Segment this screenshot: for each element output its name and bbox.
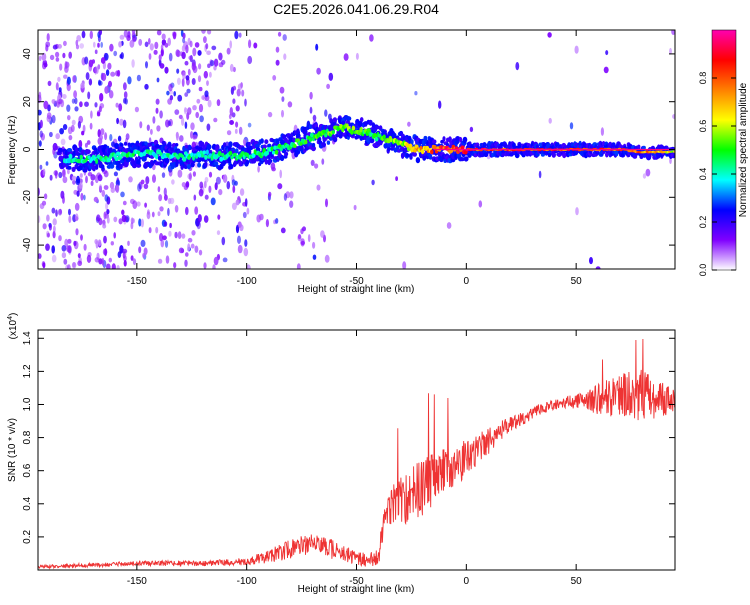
spectrogram-y-tick-label: -40	[22, 237, 33, 252]
snr-line-layer	[38, 338, 675, 570]
spectrogram-y-tick-label: -20	[22, 190, 33, 205]
spectrogram-x-label: Height of straight line (km)	[298, 284, 415, 295]
snr-frame	[37, 329, 676, 571]
snr-y-tick-label: 0.8	[22, 430, 33, 444]
snr-x-tick-label: 50	[571, 576, 583, 587]
spectrogram-ridge	[56, 115, 675, 173]
spectrogram-x-tick-label: -50	[349, 276, 364, 287]
snr-multiplier-base: (x10	[8, 319, 19, 339]
snr-y-tick-label: 1.4	[22, 331, 33, 345]
colorbar-tick-label: 0.8	[698, 72, 708, 85]
spectrogram-x-tick-label: -150	[127, 276, 147, 287]
snr-y-tick-label: 0.2	[22, 530, 33, 544]
snr-y-tick-label: 1.2	[22, 364, 33, 378]
spectrogram-x-tick-label: -100	[237, 276, 257, 287]
snr-y-tick-label: 0.6	[22, 463, 33, 477]
snr-multiplier: (x104)	[7, 313, 19, 340]
spectrogram-x-tick-label: 50	[571, 276, 583, 287]
figure-title: C2E5.2026.041.06.29.R04	[273, 1, 439, 17]
colorbar-label: Normalized spectral amplitude	[738, 82, 749, 217]
colorbar-ticks: 0.0 0.2 0.4 0.6 0.8	[698, 72, 736, 277]
colorbar-tick-label: 0.4	[698, 168, 708, 181]
spectrogram-heatmap	[38, 30, 675, 269]
spectrogram-y-tick-label: 20	[22, 96, 33, 108]
svg-text:(x104): (x104)	[7, 313, 19, 340]
spectrogram-background-noise	[38, 30, 675, 269]
snr-y-ticks: 0.2 0.4 0.6 0.8 1.0 1.2 1.4	[22, 331, 675, 544]
colorbar-tick-label: 0.2	[698, 216, 708, 229]
snr-multiplier-close: )	[8, 313, 19, 316]
snr-x-ticks: -150 -100 -50 0 50	[127, 330, 582, 587]
spectrogram-y-tick-label: 0	[22, 146, 33, 152]
spectrogram-panel: -150 -100 -50 0 50 -40 -20 0 20 40 Height of str…	[7, 29, 676, 295]
snr-panel: -150 -100 -50 0 50 0.2 0.4 0.6 0.8 1.0 1.2 1.4 Hei…	[7, 313, 676, 595]
colorbar-tick-label: 0.0	[698, 264, 708, 277]
snr-multiplier-exponent: 4	[7, 316, 14, 320]
colorbar: 0.0 0.2 0.4 0.6 0.8 Normalized spectral ampl…	[698, 29, 749, 277]
snr-y-tick-label: 1.0	[22, 397, 33, 411]
spectrogram-y-ticks: -40 -20 0 20 40	[22, 48, 675, 252]
snr-y-label: SNR (10 * v/v)	[7, 418, 18, 482]
snr-y-tick-label: 0.4	[22, 496, 33, 510]
snr-x-label: Height of straight line (km)	[298, 584, 415, 595]
spectrogram-x-ticks: -150 -100 -50 0 50	[127, 30, 582, 287]
colorbar-tick-label: 0.6	[698, 120, 708, 133]
colorbar-scale	[711, 29, 737, 271]
spectrogram-x-tick-label: 0	[464, 276, 470, 287]
snr-x-tick-label: -50	[349, 576, 364, 587]
snr-x-tick-label: 0	[464, 576, 470, 587]
snr-series-line	[38, 338, 675, 570]
snr-x-tick-label: -100	[237, 576, 257, 587]
spectrogram-y-tick-label: 40	[22, 48, 33, 60]
snr-x-tick-label: -150	[127, 576, 147, 587]
spectrogram-y-label: Frequency (Hz)	[7, 116, 18, 185]
